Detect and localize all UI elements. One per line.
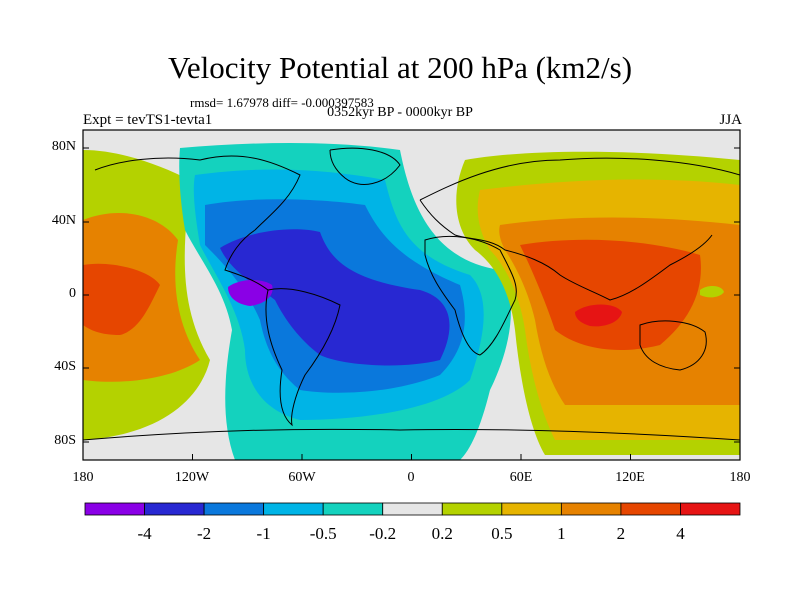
lon-label-60e: 60E bbox=[509, 470, 533, 485]
time-period: 0352kyr BP - 0000kyr BP bbox=[327, 105, 473, 120]
lat-ticks bbox=[83, 147, 740, 443]
colorbar bbox=[84, 502, 741, 516]
lon-label-0: 0 bbox=[407, 470, 415, 485]
lat-label-80n: 80N bbox=[51, 139, 76, 154]
rmsd-diff-stats: rmsd= 1.67978 diff= -0.000397583 bbox=[190, 95, 374, 110]
colorbar-swatch-10 bbox=[680, 502, 741, 516]
season-label: JJA bbox=[719, 112, 742, 128]
colorbar-label: -0.2 bbox=[369, 524, 397, 543]
coastlines bbox=[83, 147, 740, 441]
antarctica-coast bbox=[83, 428, 740, 441]
americas-darkblue-region bbox=[220, 229, 450, 366]
colorbar-swatch-5 bbox=[382, 502, 443, 516]
north-america-coast bbox=[94, 155, 301, 291]
east-red-core bbox=[575, 304, 622, 327]
contour-field bbox=[83, 130, 740, 460]
colorbar-swatch-4 bbox=[322, 502, 384, 516]
colorbar-swatch-9 bbox=[620, 502, 681, 516]
south-america-coast bbox=[265, 288, 341, 427]
lat-label-80s: 80S bbox=[54, 433, 76, 448]
colorbar-swatch-6 bbox=[441, 502, 503, 516]
colorbar-swatch-8 bbox=[560, 502, 622, 516]
lon-label-180e: 180 bbox=[729, 470, 751, 485]
lat-label-40n: 40N bbox=[51, 213, 76, 228]
lon-label-120w: 120W bbox=[174, 470, 210, 485]
americas-purple-region bbox=[228, 279, 273, 306]
colorbar-label: -1 bbox=[256, 524, 271, 543]
lon-ticks bbox=[82, 454, 741, 460]
colorbar-label: 0.5 bbox=[491, 524, 513, 543]
colorbar-label: 0.2 bbox=[431, 524, 453, 543]
colorbar-label: -2 bbox=[196, 524, 212, 543]
colorbar-swatch-0 bbox=[84, 502, 145, 516]
colorbar-swatch-1 bbox=[144, 502, 205, 516]
lon-label-180w: 180 bbox=[72, 470, 94, 485]
lon-label-120e: 120E bbox=[615, 470, 645, 485]
west-pacific-red-region bbox=[83, 263, 160, 335]
lat-label-0: 0 bbox=[69, 286, 76, 301]
colorbar-swatch-3 bbox=[263, 502, 324, 516]
greenland-coast bbox=[329, 147, 401, 185]
lat-label-40s: 40S bbox=[54, 359, 76, 374]
east-green-spot bbox=[700, 286, 724, 298]
colorbar-label: 1 bbox=[557, 524, 566, 543]
colorbar-label: 2 bbox=[616, 524, 626, 543]
colorbar-label: 4 bbox=[676, 524, 685, 543]
experiment-label: Expt = tevTS1-tevta1 bbox=[83, 112, 213, 128]
colorbar-swatch-2 bbox=[203, 502, 265, 516]
eurasia-coast bbox=[419, 157, 740, 301]
east-darkorange-region bbox=[520, 239, 701, 350]
australia-coast bbox=[639, 320, 707, 371]
colorbar-label: -4 bbox=[137, 524, 152, 543]
colorbar-label: -0.5 bbox=[309, 524, 337, 543]
lon-label-60w: 60W bbox=[288, 470, 316, 485]
colorbar-swatch-7 bbox=[501, 502, 562, 516]
africa-coast bbox=[424, 235, 517, 356]
figure-title: Velocity Potential at 200 hPa (km2/s) bbox=[167, 50, 633, 85]
